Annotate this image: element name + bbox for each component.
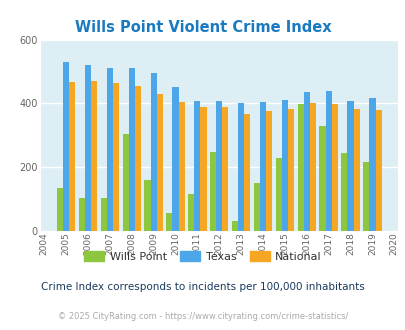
Bar (331, 104, 337, 231)
Bar (265, 112, 271, 231)
Bar (309, 103, 315, 231)
Bar (287, 109, 293, 231)
Bar (209, 152, 215, 231)
Bar (144, 180, 150, 231)
Bar (166, 214, 172, 231)
Bar (303, 92, 309, 231)
Text: © 2025 CityRating.com - https://www.cityrating.com/crime-statistics/: © 2025 CityRating.com - https://www.city… (58, 312, 347, 321)
Bar (281, 100, 287, 231)
Bar (194, 101, 200, 231)
Bar (237, 103, 243, 231)
Bar (243, 114, 250, 231)
Bar (319, 126, 325, 231)
Bar (156, 94, 162, 231)
Text: Wills Point Violent Crime Index: Wills Point Violent Crime Index (75, 20, 330, 35)
Bar (215, 101, 222, 231)
Bar (100, 197, 107, 231)
Bar (63, 62, 69, 231)
Bar (107, 68, 113, 231)
Bar (85, 65, 91, 231)
Bar (369, 98, 375, 231)
Bar (347, 101, 353, 231)
Bar (57, 188, 63, 231)
Bar (275, 158, 281, 231)
Bar (188, 194, 194, 231)
Bar (253, 183, 259, 231)
Bar (325, 91, 331, 231)
Text: Crime Index corresponds to incidents per 100,000 inhabitants: Crime Index corresponds to incidents per… (41, 282, 364, 292)
Bar (341, 153, 347, 231)
Bar (113, 82, 119, 231)
Legend: Wills Point, Texas, National: Wills Point, Texas, National (79, 247, 326, 266)
Bar (231, 221, 237, 231)
Bar (128, 68, 134, 231)
Bar (178, 102, 184, 231)
Bar (297, 104, 303, 231)
Bar (122, 134, 128, 231)
Bar (91, 81, 97, 231)
Bar (79, 197, 85, 231)
Bar (69, 82, 75, 231)
Bar (353, 109, 359, 231)
Bar (375, 110, 381, 231)
Bar (200, 107, 206, 231)
Bar (172, 87, 178, 231)
Bar (222, 107, 228, 231)
Bar (362, 162, 369, 231)
Bar (259, 102, 265, 231)
Bar (150, 73, 156, 231)
Bar (134, 86, 141, 231)
